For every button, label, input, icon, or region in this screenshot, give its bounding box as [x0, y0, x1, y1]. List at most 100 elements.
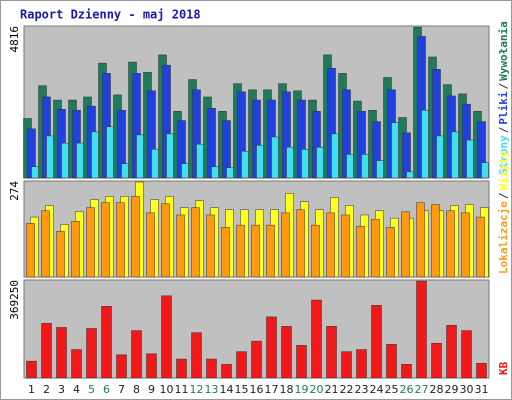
bar — [251, 340, 262, 379]
bar — [191, 207, 200, 278]
bar — [386, 226, 395, 278]
bar — [311, 224, 320, 278]
x-tick-label: 21 — [325, 383, 339, 396]
bar — [296, 345, 307, 379]
bar — [356, 349, 367, 379]
x-tick-label: 6 — [103, 383, 110, 396]
bar — [166, 133, 174, 179]
bar — [151, 149, 159, 179]
bar — [116, 354, 127, 379]
bar — [266, 224, 275, 278]
x-tick-label: 7 — [118, 383, 125, 396]
x-tick-label: 8 — [133, 383, 140, 396]
x-tick-label: 26 — [400, 383, 414, 396]
bar — [316, 146, 324, 179]
bar — [286, 146, 294, 179]
bar — [46, 135, 54, 179]
x-tick-label: 5 — [88, 383, 95, 396]
bar — [431, 204, 440, 278]
bar — [116, 202, 125, 278]
bar — [206, 358, 217, 379]
bar — [61, 142, 69, 179]
x-tick-label: 3 — [58, 383, 65, 396]
bar — [241, 151, 249, 179]
bar — [251, 224, 260, 278]
bar — [401, 364, 412, 379]
bar — [402, 132, 411, 179]
bar — [26, 223, 35, 278]
x-tick-label: 20 — [310, 383, 324, 396]
x-tick-label: 14 — [220, 383, 234, 396]
bar — [371, 305, 382, 379]
x-tick-label: 13 — [205, 383, 219, 396]
bar — [176, 358, 187, 379]
chart-title: Raport Dzienny - maj 2018 — [20, 8, 201, 22]
bar — [26, 360, 37, 379]
legend-separator: / — [497, 192, 510, 199]
bar — [416, 202, 425, 278]
bar — [41, 322, 52, 379]
bar — [86, 328, 97, 379]
bar — [341, 214, 350, 278]
bar — [331, 133, 339, 179]
y-tick-label: 369250 — [8, 280, 21, 320]
bar — [161, 295, 172, 379]
bar — [361, 154, 369, 179]
bar — [161, 203, 170, 278]
bar — [106, 126, 114, 179]
bar — [266, 316, 277, 379]
x-tick-label: 29 — [445, 383, 459, 396]
x-tick-label: 19 — [295, 383, 309, 396]
bar — [56, 327, 67, 379]
bar — [346, 154, 354, 179]
legend-separator: / — [497, 83, 510, 90]
bar — [31, 166, 39, 179]
bar — [301, 149, 309, 179]
bar — [401, 211, 410, 278]
bar — [311, 299, 322, 379]
legend-entry: Lokalizacje — [497, 201, 510, 274]
x-tick-label: 2 — [43, 383, 50, 396]
x-tick-label: 16 — [250, 383, 264, 396]
y-tick-label: 4816 — [8, 26, 21, 53]
legend-entry: Pliki — [497, 91, 510, 124]
x-tick-label: 10 — [160, 383, 174, 396]
bar — [296, 209, 305, 278]
x-tick-label: 15 — [235, 383, 249, 396]
x-tick-label: 31 — [475, 383, 489, 396]
bar — [461, 330, 472, 379]
bar — [206, 214, 215, 278]
legend-entry: Wizyty — [497, 150, 510, 190]
legend-entry: KB — [497, 361, 510, 375]
bar — [236, 351, 247, 379]
bar — [236, 224, 245, 278]
bar — [476, 216, 485, 278]
bar — [356, 225, 365, 278]
bar — [371, 218, 380, 278]
bar — [341, 351, 352, 379]
bar — [101, 306, 112, 379]
bar — [481, 162, 489, 179]
bar — [406, 171, 414, 179]
bar — [436, 135, 444, 179]
bar — [476, 362, 487, 379]
bar — [41, 210, 50, 278]
bar — [196, 143, 204, 179]
bar — [176, 214, 185, 278]
bar — [256, 144, 264, 179]
bar — [451, 131, 459, 179]
x-tick-label: 1 — [28, 383, 35, 396]
bar — [136, 134, 144, 179]
bar — [271, 136, 279, 179]
bar — [446, 210, 455, 278]
bar — [56, 231, 65, 278]
bar — [421, 110, 429, 179]
bar — [71, 221, 80, 278]
bar — [326, 212, 335, 278]
bar — [391, 122, 399, 179]
x-tick-label: 9 — [148, 383, 155, 396]
bar — [146, 212, 155, 278]
legend-entry: Wywołania — [497, 21, 510, 81]
bar — [211, 166, 219, 179]
